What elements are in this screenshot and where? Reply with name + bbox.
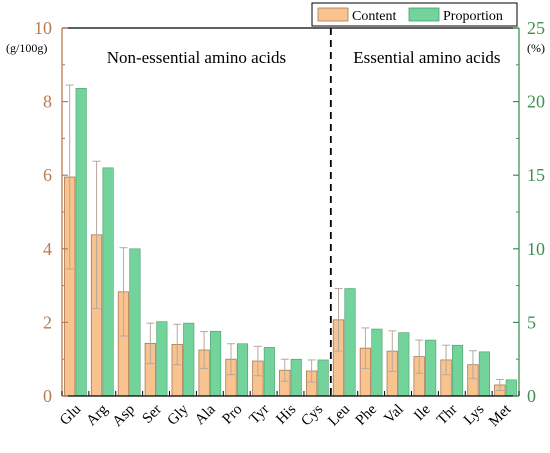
right-axis-unit: (%)	[527, 41, 545, 55]
proportion-bar-phe	[371, 328, 383, 397]
left-tick-label: 0	[43, 386, 52, 406]
legend: Content Proportion	[311, 2, 518, 27]
non-essential-region-label: Non-essential amino acids	[107, 48, 286, 67]
category-label-leu: Leu	[325, 401, 353, 429]
essential-region-label: Essential amino acids	[353, 48, 500, 67]
proportion-bar-met	[505, 379, 517, 397]
left-tick-label: 6	[43, 165, 52, 185]
proportion-bar-val	[398, 332, 410, 397]
right-tick-label: 15	[527, 165, 545, 185]
category-label-pro: Pro	[220, 402, 246, 428]
category-label-his: His	[273, 401, 299, 427]
left-tick-label: 2	[43, 312, 52, 332]
category-label-arg: Arg	[84, 401, 112, 429]
category-label-thr: Thr	[434, 402, 461, 429]
category-label-ile: Ile	[411, 401, 434, 424]
right-tick-label: 5	[527, 312, 536, 332]
proportion-bar-asp	[129, 248, 141, 397]
proportion-bar-ala	[210, 330, 222, 397]
right-tick-label: 25	[527, 18, 545, 38]
left-tick-label: 4	[43, 239, 52, 259]
left-axis-unit: (g/100g)	[6, 41, 47, 55]
left-tick-label: 8	[43, 92, 52, 112]
category-label-cys: Cys	[298, 401, 326, 429]
category-label-phe: Phe	[353, 401, 380, 428]
proportion-bar-lys	[478, 351, 490, 397]
proportion-bar-gly	[183, 322, 195, 397]
proportion-bar-his	[290, 358, 302, 397]
proportion-bar-tyr	[263, 347, 275, 397]
legend-label-proportion: Proportion	[443, 9, 503, 24]
right-tick-label: 0	[527, 386, 536, 406]
right-tick-label: 20	[527, 92, 545, 112]
category-label-tyr: Tyr	[247, 402, 273, 428]
category-label-ala: Ala	[192, 401, 219, 428]
proportion-bar-glu	[75, 88, 87, 397]
category-label-glu: Glu	[57, 401, 85, 429]
proportion-bar-arg	[102, 167, 114, 397]
category-label-asp: Asp	[110, 402, 138, 430]
category-label-ser: Ser	[139, 402, 164, 427]
proportion-bar-pro	[236, 343, 249, 397]
right-tick-label: 10	[527, 239, 545, 259]
category-label-met: Met	[486, 401, 515, 430]
category-label-gly: Gly	[165, 401, 193, 429]
proportion-bar-leu	[344, 288, 356, 397]
proportion-bar-cys	[317, 359, 329, 397]
legend-label-content: Content	[352, 9, 396, 24]
proportion-bar-thr	[451, 344, 464, 397]
proportion-bar-ser	[156, 321, 168, 397]
bars-layer	[64, 84, 517, 397]
proportion-bar-ile	[425, 339, 437, 397]
legend-swatch-proportion	[408, 7, 440, 22]
category-label-lys: Lys	[461, 401, 488, 428]
category-label-val: Val	[381, 402, 406, 427]
legend-swatch-content	[317, 7, 349, 22]
left-tick-label: 10	[34, 18, 52, 38]
